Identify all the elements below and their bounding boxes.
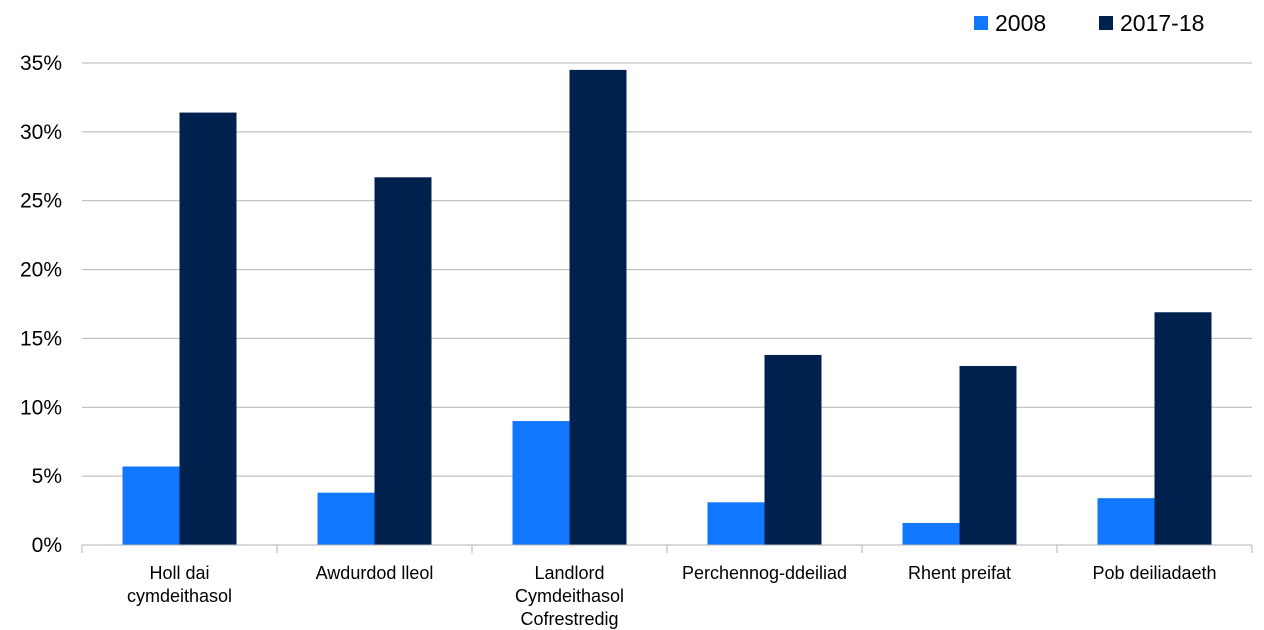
- x-axis-labels: Holl dai cymdeithasol Awdurdod lleol Landlo…: [127, 563, 1217, 629]
- bar-2008-1: [317, 492, 375, 545]
- x-category-label: Landlord: [534, 563, 604, 583]
- bar-2008-4: [902, 522, 960, 545]
- bar-2017-18-0: [179, 112, 237, 545]
- gridlines: [82, 62, 1252, 477]
- legend-swatch-2017-18: [1099, 16, 1113, 30]
- x-category-label: cymdeithasol: [127, 586, 232, 606]
- y-tick-label: 20%: [20, 259, 62, 282]
- bar-2008-3: [707, 502, 765, 545]
- y-tick-label: 15%: [20, 327, 62, 350]
- y-tick-label: 10%: [20, 396, 62, 419]
- bar-2017-18-1: [374, 177, 432, 545]
- bar-2017-18-4: [959, 365, 1017, 545]
- x-category-label: Awdurdod lleol: [316, 563, 434, 583]
- y-tick-label: 35%: [20, 52, 62, 75]
- bar-2017-18-2: [569, 69, 627, 545]
- legend-label: 2017-18: [1120, 10, 1204, 36]
- x-category-label: Cofrestredig: [520, 609, 618, 629]
- x-category-label: Pob deiliadaeth: [1092, 563, 1216, 583]
- bar-2008-0: [122, 466, 180, 545]
- bar-2017-18-5: [1154, 312, 1212, 545]
- y-axis-ticks: 0% 5% 10% 15% 20% 25% 30% 35%: [20, 52, 62, 557]
- bars: [122, 69, 1212, 545]
- legend: 2008 2017-18: [974, 10, 1204, 36]
- y-tick-label: 25%: [20, 190, 62, 213]
- legend-label: 2008: [995, 10, 1046, 36]
- x-category-label: Rhent preifat: [908, 563, 1011, 583]
- y-tick-label: 5%: [32, 465, 62, 488]
- axes: [81, 544, 1253, 553]
- y-tick-label: 0%: [32, 534, 62, 557]
- x-category-label: Holl dai: [149, 563, 209, 583]
- x-category-label: Cymdeithasol: [515, 586, 624, 606]
- bar-2008-2: [512, 421, 570, 545]
- x-category-label: Perchennog-ddeiliad: [682, 563, 847, 583]
- legend-swatch-2008: [974, 16, 988, 30]
- bar-2017-18-3: [764, 354, 822, 545]
- y-tick-label: 30%: [20, 121, 62, 144]
- bar-2008-5: [1097, 498, 1155, 545]
